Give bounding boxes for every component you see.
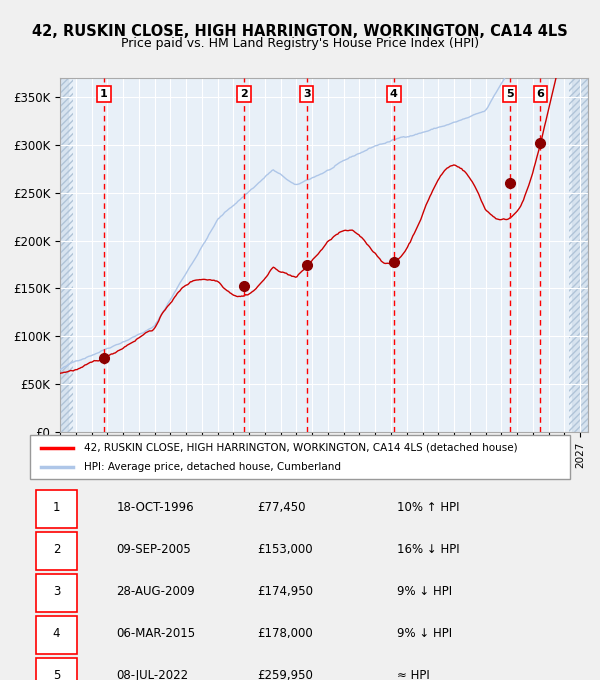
Text: 09-SEP-2005: 09-SEP-2005 — [116, 543, 191, 556]
Text: 2: 2 — [53, 543, 60, 556]
FancyBboxPatch shape — [30, 435, 570, 479]
Text: 28-AUG-2009: 28-AUG-2009 — [116, 585, 195, 598]
FancyBboxPatch shape — [37, 658, 77, 680]
Text: 5: 5 — [506, 89, 514, 99]
FancyBboxPatch shape — [37, 490, 77, 528]
FancyBboxPatch shape — [37, 616, 77, 654]
FancyBboxPatch shape — [37, 532, 77, 570]
Bar — [572, 78, 588, 432]
Text: 3: 3 — [53, 585, 60, 598]
Text: 42, RUSKIN CLOSE, HIGH HARRINGTON, WORKINGTON, CA14 4LS: 42, RUSKIN CLOSE, HIGH HARRINGTON, WORKI… — [32, 24, 568, 39]
Text: 16% ↓ HPI: 16% ↓ HPI — [397, 543, 460, 556]
Text: 18-OCT-1996: 18-OCT-1996 — [116, 500, 194, 514]
FancyBboxPatch shape — [37, 574, 77, 612]
Bar — [569, 78, 588, 432]
Text: 6: 6 — [536, 89, 544, 99]
Text: 06-MAR-2015: 06-MAR-2015 — [116, 627, 196, 641]
Text: 1: 1 — [53, 500, 60, 514]
Text: 1: 1 — [100, 89, 108, 99]
Text: £174,950: £174,950 — [257, 585, 313, 598]
Text: Price paid vs. HM Land Registry's House Price Index (HPI): Price paid vs. HM Land Registry's House … — [121, 37, 479, 50]
Text: 9% ↓ HPI: 9% ↓ HPI — [397, 627, 452, 641]
Text: 2: 2 — [240, 89, 248, 99]
Text: £77,450: £77,450 — [257, 500, 305, 514]
Text: 08-JUL-2022: 08-JUL-2022 — [116, 669, 188, 680]
Text: 9% ↓ HPI: 9% ↓ HPI — [397, 585, 452, 598]
Text: ≈ HPI: ≈ HPI — [397, 669, 430, 680]
Text: 10% ↑ HPI: 10% ↑ HPI — [397, 500, 460, 514]
Text: 42, RUSKIN CLOSE, HIGH HARRINGTON, WORKINGTON, CA14 4LS (detached house): 42, RUSKIN CLOSE, HIGH HARRINGTON, WORKI… — [84, 443, 518, 453]
Text: £259,950: £259,950 — [257, 669, 313, 680]
Text: 4: 4 — [53, 627, 60, 641]
Bar — [60, 78, 73, 432]
Text: 5: 5 — [53, 669, 60, 680]
Text: £153,000: £153,000 — [257, 543, 313, 556]
Bar — [60, 78, 68, 432]
Text: 4: 4 — [390, 89, 398, 99]
Text: 3: 3 — [303, 89, 311, 99]
Text: HPI: Average price, detached house, Cumberland: HPI: Average price, detached house, Cumb… — [84, 462, 341, 472]
Text: £178,000: £178,000 — [257, 627, 313, 641]
